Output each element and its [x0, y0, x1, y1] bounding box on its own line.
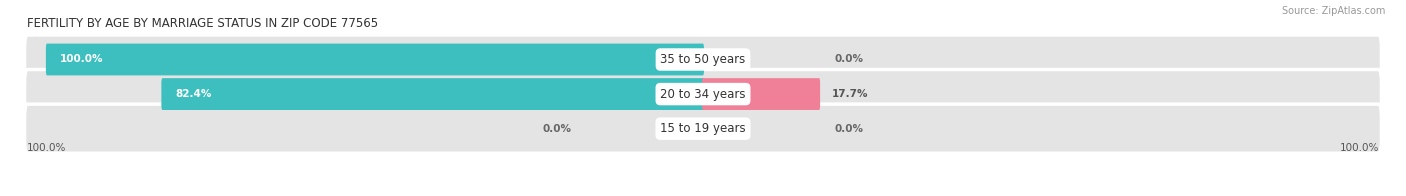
Text: 100.0%: 100.0% [27, 143, 66, 153]
Text: 100.0%: 100.0% [1340, 143, 1379, 153]
Text: 20 to 34 years: 20 to 34 years [661, 88, 745, 101]
Text: 17.7%: 17.7% [832, 89, 869, 99]
Text: 0.0%: 0.0% [834, 54, 863, 64]
Text: 15 to 19 years: 15 to 19 years [661, 122, 745, 135]
Text: 35 to 50 years: 35 to 50 years [661, 53, 745, 66]
FancyBboxPatch shape [162, 78, 704, 110]
FancyBboxPatch shape [24, 35, 1382, 84]
FancyBboxPatch shape [24, 104, 1382, 153]
FancyBboxPatch shape [46, 44, 704, 75]
Text: 0.0%: 0.0% [834, 124, 863, 134]
Text: 0.0%: 0.0% [543, 124, 572, 134]
Text: 82.4%: 82.4% [176, 89, 212, 99]
Text: FERTILITY BY AGE BY MARRIAGE STATUS IN ZIP CODE 77565: FERTILITY BY AGE BY MARRIAGE STATUS IN Z… [27, 17, 378, 30]
FancyBboxPatch shape [702, 78, 820, 110]
Text: Source: ZipAtlas.com: Source: ZipAtlas.com [1281, 6, 1385, 16]
FancyBboxPatch shape [24, 70, 1382, 119]
Text: 100.0%: 100.0% [60, 54, 104, 64]
